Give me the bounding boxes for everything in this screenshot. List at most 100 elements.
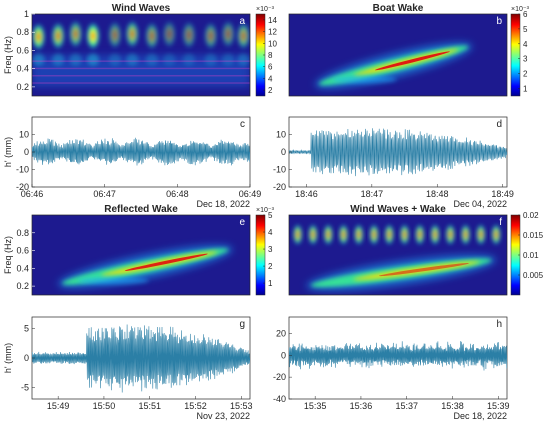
y-tick-label: 0.4 — [16, 64, 29, 74]
colorbar-tick-label: 6 — [523, 10, 528, 19]
y-tick-label: -20 — [273, 182, 286, 192]
panel-label: h — [496, 319, 502, 330]
streak-peak — [124, 253, 208, 271]
wave-burst — [181, 20, 196, 49]
x-tick-label: 15:38 — [441, 401, 464, 411]
wind-burst — [399, 223, 410, 246]
wave-burst — [236, 21, 250, 50]
y-tick-label: 0.8 — [16, 228, 29, 238]
plot-frame — [288, 13, 508, 97]
secondary-streak — [77, 276, 149, 285]
x-tick-label: 18:47 — [361, 189, 384, 199]
y-tick-label: 20 — [276, 328, 286, 338]
series-line — [32, 324, 250, 393]
y-tick-label: -10 — [273, 165, 286, 175]
panel-a: 0.2 0.4 0.6 0.8 1 Freq (Hz) Wind Waves a 2 4 6 8 10 1… — [3, 3, 277, 97]
wind-burst — [460, 223, 471, 246]
panel-label: g — [239, 319, 245, 330]
y-tick-label: 0.6 — [16, 45, 29, 55]
y-tick-label: -20 — [273, 372, 286, 382]
y-tick-label: 0 — [24, 147, 29, 157]
streak-peak — [375, 51, 450, 71]
harmonic-burst — [237, 53, 250, 66]
x-tick-label: 06:46 — [21, 189, 44, 199]
y-axis-label: Freq (Hz) — [3, 236, 13, 274]
wind-burst — [491, 223, 502, 246]
colorbar-exponent: ×10⁻³ — [256, 207, 275, 214]
panel-label: f — [499, 217, 502, 228]
x-tick-label: 06:49 — [239, 189, 262, 199]
harmonic-burst — [52, 53, 65, 66]
x-tick-label: 06:48 — [166, 189, 189, 199]
y-tick-label: 0 — [281, 350, 286, 360]
panel-label: a — [239, 16, 245, 27]
colorbar-tick-label: 5 — [523, 25, 528, 34]
panel-f: Wind Waves + Wake f 0.005 0.01 0.015 0.02 — [288, 204, 544, 296]
wind-burst — [292, 223, 303, 246]
secondary-streak — [332, 75, 397, 84]
plot-frame — [31, 214, 251, 296]
panel-label: e — [239, 217, 245, 228]
y-tick-label: 5 — [24, 324, 29, 334]
wave-burst — [221, 20, 236, 49]
wave-burst — [51, 21, 66, 50]
x-tick-label: 18:46 — [295, 189, 318, 199]
wind-burst — [338, 223, 349, 246]
wave-burst — [162, 20, 177, 49]
x-tick-label: 15:39 — [487, 401, 510, 411]
y-tick-label: 0.2 — [16, 281, 29, 291]
colorbar-tick-label: 3 — [268, 245, 273, 254]
wave-burst — [86, 21, 101, 50]
harmonic-burst — [87, 53, 100, 66]
date-label: Nov 23, 2022 — [196, 411, 250, 421]
y-tick-label: -40 — [273, 394, 286, 404]
wind-burst — [384, 223, 395, 246]
colorbar-tick-label: 2 — [523, 70, 528, 79]
harmonic-burst — [32, 53, 45, 66]
harmonic-burst — [69, 53, 82, 66]
harmonic-burst — [108, 53, 121, 66]
wave-burst — [68, 20, 83, 49]
panel-b: Boat Wake b 1 2 3 4 5 6×10⁻³ — [288, 3, 530, 97]
panel-title: Wind Waves — [112, 3, 171, 14]
series-line — [32, 137, 250, 166]
date-label: Dec 18, 2022 — [196, 199, 250, 209]
panel-title: Wind Waves + Wake — [350, 204, 446, 215]
y-axis-label: h' (mm) — [3, 343, 13, 373]
colorbar-tick-label: 6 — [268, 63, 273, 72]
colorbar — [510, 13, 521, 97]
y-tick-label: 0.6 — [16, 246, 29, 256]
colorbar-tick-label: 8 — [268, 51, 273, 60]
colorbar-exponent: ×10⁻³ — [511, 6, 530, 13]
colorbar-tick-label: 0.005 — [523, 271, 544, 280]
heatmap-field — [315, 42, 473, 89]
wave-burst — [203, 21, 218, 50]
x-tick-label: 15:49 — [47, 401, 70, 411]
colorbar-tick-label: 4 — [523, 40, 528, 49]
wind-burst — [307, 223, 318, 246]
date-label: Dec 18, 2022 — [453, 411, 507, 421]
harmonic-burst — [204, 53, 217, 66]
harmonic-burst — [145, 53, 158, 66]
streak-peak — [378, 263, 470, 277]
panel-label: b — [496, 16, 502, 27]
colorbar — [255, 214, 266, 296]
wake-streak — [306, 254, 497, 291]
y-tick-label: -20 — [16, 182, 29, 192]
wind-burst — [475, 223, 486, 246]
y-axis-label: h' (mm) — [3, 137, 13, 167]
y-tick-label: 0 — [24, 353, 29, 363]
x-tick-label: 18:49 — [491, 189, 514, 199]
y-tick-label: 0.8 — [16, 27, 29, 37]
date-label: Dec 04, 2022 — [453, 199, 507, 209]
colorbar-tick-label: 3 — [523, 55, 528, 64]
colorbar-tick-label: 4 — [268, 74, 273, 83]
colorbar-tick-label: 12 — [268, 28, 277, 37]
x-tick-label: 15:35 — [304, 401, 327, 411]
y-tick-label: 0.2 — [16, 82, 29, 92]
